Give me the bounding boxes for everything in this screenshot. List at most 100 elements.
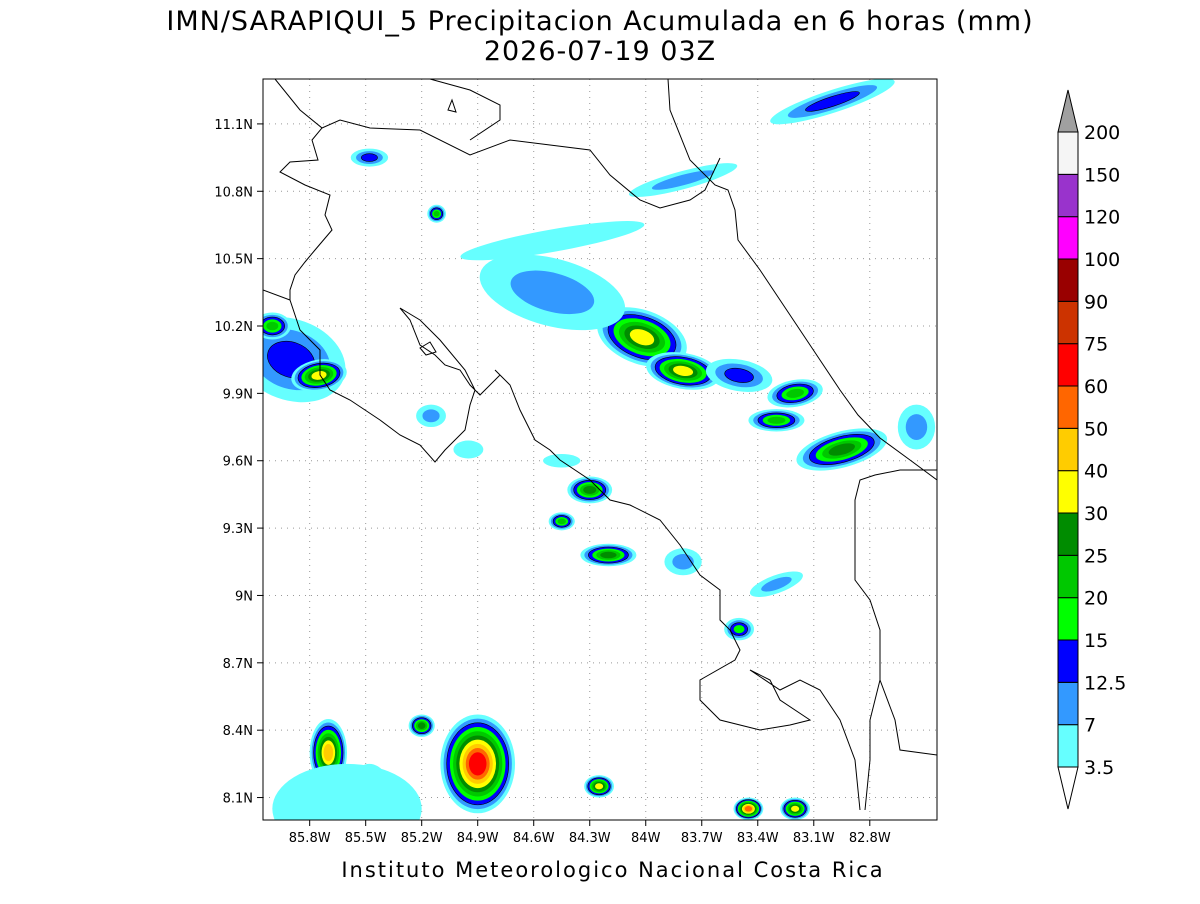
colorbar-label: 20 [1084, 588, 1108, 610]
y-tick-label: 8.1N [223, 792, 253, 807]
title: IMN/SARAPIQUI_5 Precipitacion Acumulada … [166, 6, 1033, 37]
panama-border [854, 469, 937, 811]
colorbar-swatch [1057, 554, 1079, 599]
colorbar-swatch [1057, 512, 1079, 556]
coastlines [263, 79, 937, 811]
colorbar-swatch [1057, 173, 1079, 218]
rain-cell [651, 170, 715, 190]
rain-cell [767, 416, 786, 424]
y-tick-label: 9.3N [223, 522, 253, 537]
panama-coast [879, 679, 937, 756]
rain-cell [583, 485, 597, 494]
rain-cell [733, 625, 745, 634]
colorbar-swatch [1057, 131, 1079, 175]
rain-cell [311, 370, 327, 380]
x-tick-label: 85.5W [345, 831, 387, 846]
colorbar-label: 12.5 [1084, 672, 1126, 694]
colorbar-label: 75 [1084, 334, 1108, 356]
colorbar-swatch [1057, 470, 1079, 514]
rain-cell [629, 329, 655, 346]
x-tick-label: 84.3W [569, 831, 611, 846]
x-tick-label: 83.7W [681, 831, 723, 846]
y-tick-label: 10.8N [214, 185, 253, 200]
x-tick-label: 82.8W [849, 831, 891, 846]
colorbar-swatch [1057, 300, 1079, 345]
x-tick-label: 84.9W [457, 831, 499, 846]
colorbar-label: 25 [1084, 545, 1108, 567]
colorbar-swatch [1057, 639, 1079, 683]
colorbar-label: 120 [1084, 207, 1120, 229]
x-tick-label: 85.8W [289, 831, 331, 846]
rain-cell [791, 805, 800, 812]
subtitle: 2026-07-19 03Z [484, 36, 716, 67]
colorbar: 3.5 7 12.5 15 20 25 30 40 50 60 75 90 100 120 150 200 [1057, 89, 1126, 810]
x-tick-label: 84W [631, 831, 661, 846]
x-tick-label: 85.2W [401, 831, 443, 846]
colorbar-label: 15 [1084, 630, 1108, 652]
rain-cell [786, 388, 804, 398]
rain-cell [453, 440, 484, 459]
colorbar-label: 30 [1084, 503, 1108, 525]
rain-cell [468, 752, 487, 776]
axes: 85.8W 85.5W 85.2W 84.9W 84.6W 84.3W 84W 83.7W 83… [214, 118, 890, 846]
colorbar-swatch [1057, 343, 1079, 387]
rain-cell [805, 91, 860, 112]
colorbar-swatch [1057, 724, 1079, 768]
y-tick-label: 9.9N [223, 387, 253, 402]
rain-cell [460, 221, 645, 261]
colorbar-swatch [1057, 216, 1079, 260]
rain-cell [272, 763, 422, 820]
nicaragua-border [274, 79, 333, 300]
colorbar-label: 200 [1084, 122, 1120, 144]
y-tick-label: 11.1N [214, 118, 253, 133]
lake-shore [429, 79, 501, 141]
rain-cell [828, 443, 856, 456]
plot-frame [262, 78, 938, 821]
colorbar-label: 40 [1084, 461, 1108, 483]
colorbar-label: 60 [1084, 376, 1108, 398]
colorbar-swatch [1057, 427, 1079, 472]
x-tick-label: 83.1W [793, 831, 835, 846]
x-tick-label: 83.4W [737, 831, 779, 846]
rain-cell [361, 153, 378, 162]
y-tick-label: 9N [235, 589, 253, 604]
rain-cell [557, 518, 566, 525]
rain-cell [417, 722, 426, 729]
rain-cell [761, 576, 792, 592]
y-tick-label: 9.6N [223, 455, 253, 470]
y-tick-label: 8.7N [223, 657, 253, 672]
colorbar-swatch [1057, 385, 1079, 429]
rain-cell [905, 414, 928, 440]
colorbar-over [1057, 89, 1079, 133]
rain-cell [673, 365, 694, 377]
y-tick-label: 8.4N [223, 724, 253, 739]
caribbean-coast [667, 79, 937, 481]
y-tick-label: 10.2N [214, 320, 253, 335]
precipitation-field [263, 79, 936, 820]
rain-cell [724, 367, 754, 383]
rain-cell [422, 409, 440, 423]
colorbar-label: 7 [1084, 715, 1096, 737]
rain-cell [600, 551, 617, 559]
x-tick-label: 84.6W [513, 831, 555, 846]
rain-cell [323, 744, 334, 762]
footer: Instituto Meteorologico Nacional Costa R… [341, 858, 884, 882]
northern-border [321, 119, 721, 209]
colorbar-label: 150 [1084, 164, 1120, 186]
rain-cell [510, 270, 595, 315]
rain-cell [595, 783, 604, 790]
island [419, 341, 437, 356]
colorbar-swatch [1057, 258, 1079, 302]
colorbar-swatch [1057, 681, 1079, 726]
y-tick-label: 10.5N [214, 253, 253, 268]
colorbar-label: 90 [1084, 291, 1108, 313]
colorbar-swatch [1057, 597, 1079, 641]
pacific-coast [263, 289, 861, 811]
rain-cell [744, 806, 753, 812]
rain-cell [266, 321, 279, 331]
colorbar-label: 100 [1084, 249, 1120, 271]
colorbar-under [1057, 766, 1079, 810]
colorbar-label: 3.5 [1084, 757, 1114, 779]
colorbar-label: 50 [1084, 418, 1108, 440]
